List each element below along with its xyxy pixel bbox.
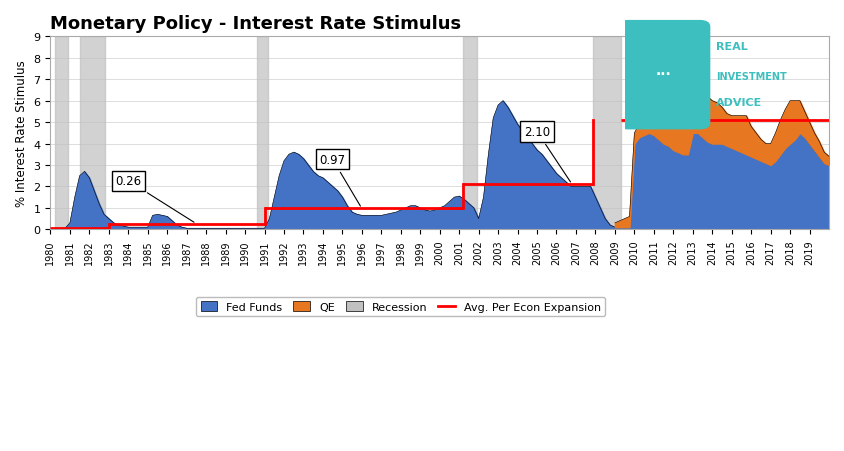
Bar: [463, 37, 477, 230]
Text: REAL: REAL: [716, 42, 748, 52]
Text: Monetary Policy - Interest Rate Stimulus: Monetary Policy - Interest Rate Stimulus: [51, 15, 462, 33]
Text: INVESTMENT: INVESTMENT: [716, 72, 787, 82]
Text: 5.11: 5.11: [651, 68, 694, 81]
Text: 0.26: 0.26: [115, 175, 194, 223]
Legend: Fed Funds, QE, Recession, Avg. Per Econ Expansion: Fed Funds, QE, Recession, Avg. Per Econ …: [197, 297, 605, 317]
FancyBboxPatch shape: [619, 22, 710, 129]
Text: ADVICE: ADVICE: [716, 97, 762, 107]
Bar: [55, 37, 68, 230]
Y-axis label: % Interest Rate Stimulus: % Interest Rate Stimulus: [15, 60, 28, 207]
Bar: [79, 37, 105, 230]
Text: 2.10: 2.10: [524, 126, 571, 183]
Bar: [593, 37, 620, 230]
Text: ...: ...: [655, 64, 671, 78]
Bar: [257, 37, 268, 230]
Text: 0.97: 0.97: [320, 153, 360, 207]
